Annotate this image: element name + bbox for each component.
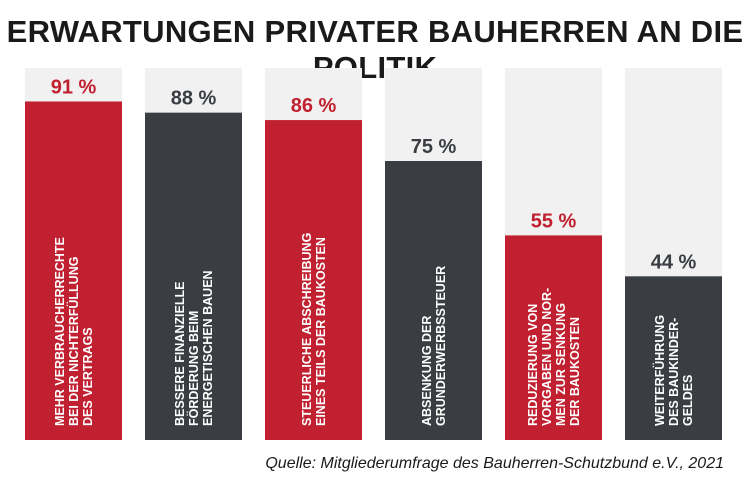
source-note: Quelle: Mitgliederumfrage des Bauherren-… [265,455,724,472]
value-label-2: 88 % [171,88,217,110]
bar-4 [385,161,482,440]
category-label-3: STEUERLICHE ABSCHREIBUNGEINES TEILS DER … [300,233,328,426]
category-label-4: ABSENKUNG DERGRUNDERWERBSSTEUER [420,266,448,426]
value-label-4: 75 % [411,136,457,158]
category-label-line: FÖRDERUNG BEIM [186,311,201,426]
category-label-line: GELDES [681,375,695,426]
category-label-line: DER BAUKOSTEN [568,317,582,426]
value-label-3: 86 % [291,95,337,117]
category-label-line: WEITERFÜHRUNG [652,315,667,426]
category-label-line: EINES TEILS DER BAUKOSTEN [314,237,328,426]
category-label-6: WEITERFÜHRUNGDES BAUKINDER-GELDES [652,315,695,426]
category-label-line: DES BAUKINDER- [667,318,681,426]
category-label-line: DES VERTRAGS [81,327,95,426]
category-label-line: REDUZIERUNG VON [526,304,540,426]
category-label-line: MEN ZUR SENKUNG [554,303,568,426]
chart-title: ERWARTUNGEN PRIVATER BAUHERREN AN DIE PO… [6,14,744,85]
bar-3 [265,120,362,440]
category-label-2: BESSERE FINANZIELLEFÖRDERUNG BEIMENERGET… [173,270,215,426]
category-label-line: VORGABEN UND NOR- [540,288,554,426]
bar-6 [625,276,722,440]
category-label-line: ABSENKUNG DER [420,316,434,426]
category-label-line: ENERGETISCHEN BAUEN [201,270,215,426]
category-label-1: MEHR VERBRAUCHERRECHTEBEI DER NICHTERFÜL… [53,237,95,426]
category-label-line: BESSERE FINANZIELLE [173,282,187,426]
bar-2 [145,112,242,440]
category-label-line: STEUERLICHE ABSCHREIBUNG [300,233,314,426]
bar-1 [25,101,122,440]
value-label-5: 55 % [531,210,577,232]
bar-5 [505,235,602,440]
category-label-line: MEHR VERBRAUCHERRECHTE [53,237,67,426]
category-label-line: GRUNDERWERBSSTEUER [434,266,448,426]
category-label-line: BEI DER NICHTERFÜLLUNG [66,257,81,426]
value-label-6: 44 % [651,251,697,273]
value-label-1: 91 % [51,76,97,98]
category-label-5: REDUZIERUNG VONVORGABEN UND NOR-MEN ZUR … [526,288,582,426]
